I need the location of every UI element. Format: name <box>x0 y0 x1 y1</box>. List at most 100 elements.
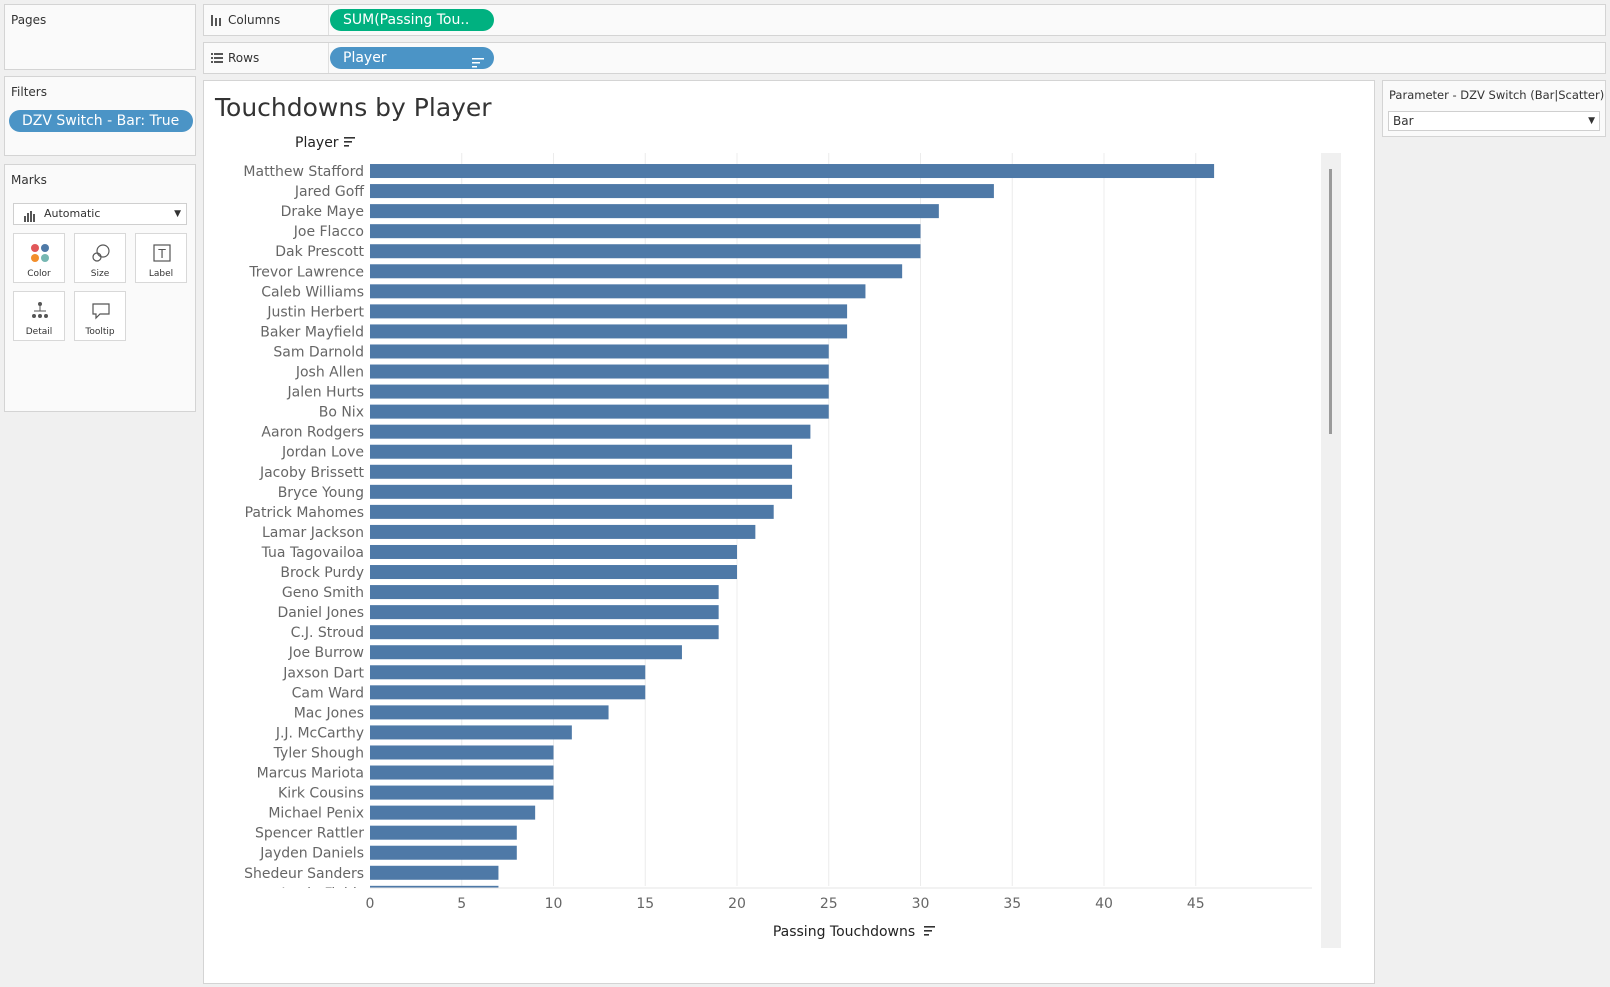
category-label[interactable]: Matthew Stafford <box>243 164 364 180</box>
bar[interactable] <box>370 565 737 580</box>
category-label[interactable]: Daniel Jones <box>277 605 364 621</box>
category-label[interactable]: Trevor Lawrence <box>248 264 364 280</box>
tooltip-button[interactable]: Tooltip <box>74 291 126 341</box>
category-label[interactable]: Caleb Williams <box>261 284 364 300</box>
bar[interactable] <box>370 765 554 780</box>
bar[interactable] <box>370 885 499 900</box>
category-label[interactable]: Jared Goff <box>294 184 365 200</box>
bar[interactable] <box>370 625 719 640</box>
bar[interactable] <box>370 665 646 680</box>
category-label[interactable]: Jordan Love <box>281 445 364 461</box>
category-label[interactable]: Justin Fields <box>280 886 364 902</box>
bar[interactable] <box>370 805 536 820</box>
scrollbar-track[interactable] <box>1321 153 1341 948</box>
bar[interactable] <box>370 645 682 660</box>
bar[interactable] <box>370 524 756 539</box>
label-button[interactable]: T Label <box>135 233 187 283</box>
bar[interactable] <box>370 504 774 519</box>
detail-button[interactable]: Detail <box>13 291 65 341</box>
bar[interactable] <box>370 304 848 319</box>
bar[interactable] <box>370 164 1215 179</box>
category-label[interactable]: Jacoby Brissett <box>259 465 365 481</box>
category-label[interactable]: Tua Tagovailoa <box>261 545 364 561</box>
category-label[interactable]: Jalen Hurts <box>287 385 364 401</box>
category-label[interactable]: Lamar Jackson <box>262 525 364 541</box>
category-label[interactable]: Jayden Daniels <box>259 846 364 862</box>
bar[interactable] <box>370 785 554 800</box>
bar[interactable] <box>370 364 829 379</box>
x-axis-sort-icon[interactable] <box>924 926 935 936</box>
bar[interactable] <box>370 404 829 419</box>
bar[interactable] <box>370 585 719 600</box>
bar[interactable] <box>370 204 939 219</box>
row-header[interactable]: Player <box>295 135 339 151</box>
category-label[interactable]: Shedeur Sanders <box>244 866 364 882</box>
chevron-down-icon: ▼ <box>1588 116 1595 126</box>
bar[interactable] <box>370 184 994 199</box>
category-label[interactable]: Cam Ward <box>292 685 364 701</box>
category-label[interactable]: J.J. McCarthy <box>275 725 364 741</box>
category-label[interactable]: Baker Mayfield <box>260 324 364 340</box>
bar[interactable] <box>370 745 554 760</box>
bar[interactable] <box>370 324 848 339</box>
bar[interactable] <box>370 224 921 239</box>
category-label[interactable]: Sam Darnold <box>273 344 364 360</box>
bar[interactable] <box>370 384 829 399</box>
mark-type-dropdown[interactable]: Automatic ▼ <box>13 203 187 225</box>
category-label[interactable]: Bo Nix <box>319 405 364 421</box>
bar[interactable] <box>370 344 829 359</box>
category-label[interactable]: Tyler Shough <box>273 745 364 761</box>
bar[interactable] <box>370 544 737 559</box>
category-label[interactable]: Geno Smith <box>282 585 364 601</box>
category-label[interactable]: Mac Jones <box>294 705 364 721</box>
bar[interactable] <box>370 705 609 720</box>
bar[interactable] <box>370 685 646 700</box>
category-label[interactable]: Drake Maye <box>281 204 364 220</box>
bar[interactable] <box>370 424 811 439</box>
bar[interactable] <box>370 244 921 259</box>
grid-lines <box>461 153 1197 886</box>
bar[interactable] <box>370 825 517 840</box>
x-axis-label[interactable]: Passing Touchdowns <box>773 924 915 940</box>
bar[interactable] <box>370 906 498 920</box>
detail-label: Detail <box>25 327 53 337</box>
category-label[interactable]: Michael Penix <box>268 806 364 822</box>
category-label[interactable]: Dillon Gabriel <box>269 906 364 922</box>
rows-pill[interactable]: Player <box>330 47 494 69</box>
category-label[interactable]: C.J. Stroud <box>291 625 364 641</box>
row-header-sort-icon[interactable] <box>344 137 355 147</box>
category-label[interactable]: Aaron Rodgers <box>261 425 364 441</box>
category-label[interactable]: Dak Prescott <box>275 244 364 260</box>
bar-chart-icon <box>24 209 36 229</box>
columns-pill[interactable]: SUM(Passing Tou.. <box>330 9 494 31</box>
color-icon <box>31 244 49 262</box>
bar[interactable] <box>370 484 793 499</box>
bar[interactable] <box>370 444 793 459</box>
color-button[interactable]: Color <box>13 233 65 283</box>
category-label[interactable]: Bryce Young <box>278 485 364 501</box>
category-label[interactable]: Jaxson Dart <box>282 665 364 681</box>
bar[interactable] <box>370 605 719 620</box>
bar[interactable] <box>370 725 572 740</box>
category-label[interactable]: Justin Herbert <box>266 304 364 320</box>
category-label[interactable]: Brock Purdy <box>280 565 364 581</box>
parameter-select[interactable]: Bar ▼ <box>1388 111 1600 131</box>
columns-pill-label: SUM(Passing Tou.. <box>343 12 470 28</box>
bar[interactable] <box>370 284 866 299</box>
category-label[interactable]: Marcus Mariota <box>257 766 364 782</box>
pages-panel: Pages <box>4 4 196 70</box>
category-label[interactable]: Joe Burrow <box>288 645 364 661</box>
category-label[interactable]: Patrick Mahomes <box>245 505 364 521</box>
bar[interactable] <box>370 845 517 860</box>
bar[interactable] <box>370 865 499 880</box>
filter-pill-label: DZV Switch - Bar: True <box>22 113 180 129</box>
scrollbar-thumb[interactable] <box>1329 169 1332 434</box>
category-label[interactable]: Joe Flacco <box>293 224 364 240</box>
category-label[interactable]: Josh Allen <box>295 365 364 381</box>
bar[interactable] <box>370 464 793 479</box>
category-label[interactable]: Spencer Rattler <box>255 826 364 842</box>
filter-pill[interactable]: DZV Switch - Bar: True <box>9 110 193 132</box>
bar[interactable] <box>370 264 903 279</box>
category-label[interactable]: Kirk Cousins <box>278 786 364 802</box>
size-button[interactable]: Size <box>74 233 126 283</box>
